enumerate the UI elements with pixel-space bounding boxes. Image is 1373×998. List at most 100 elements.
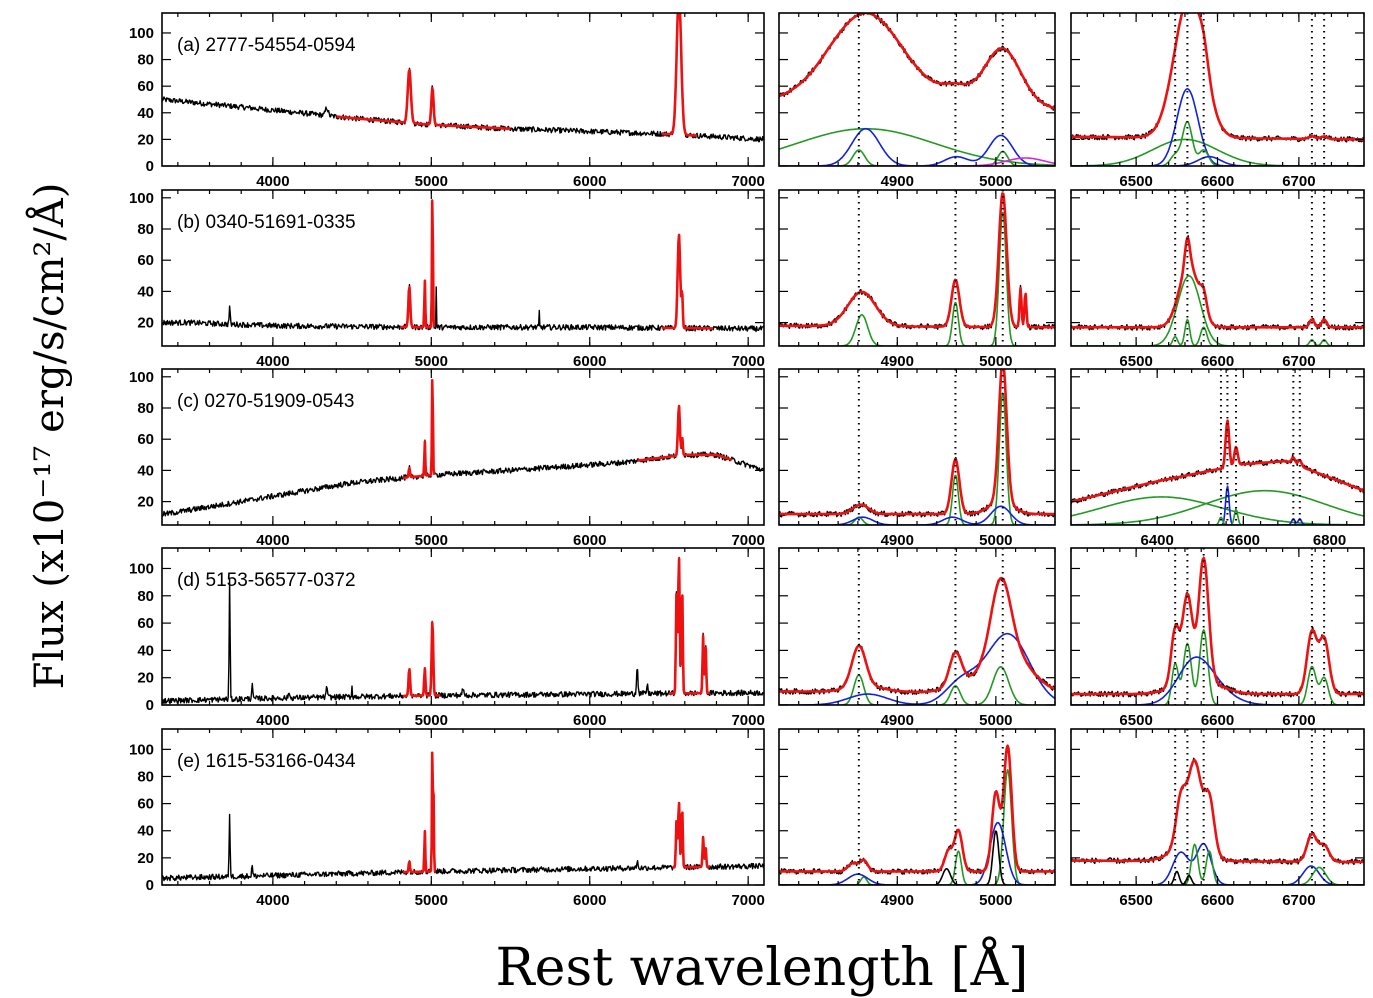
y-tick-label: 20 (137, 670, 154, 687)
y-tick-label: 40 (137, 105, 154, 122)
x-tick-label: 4000 (256, 532, 289, 549)
y-tick-label: 20 (137, 315, 154, 332)
observed-spectrum (1071, 422, 1364, 505)
y-tick-label: 80 (137, 221, 154, 238)
panel-10: 4000 5000 6000 7000 0 20 40 60 80 100 (d) 5153-565… (129, 547, 765, 729)
model-fit (402, 751, 437, 874)
x-tick-label: 6700 (1282, 892, 1315, 909)
component-curve (779, 211, 1055, 346)
y-tick-label: 60 (137, 615, 154, 632)
x-tick-label: 5000 (979, 173, 1012, 190)
x-tick-label: 6500 (1119, 173, 1152, 190)
component-curve (779, 505, 1055, 525)
panel-frame (778, 12, 1056, 167)
y-tick-label: 40 (137, 283, 154, 300)
y-tick-label: 100 (129, 25, 154, 42)
plot-area (779, 190, 1055, 346)
x-tick-label: 5000 (979, 712, 1012, 729)
x-tick-label: 6000 (573, 353, 606, 370)
y-tick-label: 100 (129, 369, 154, 386)
x-tick-label: 7000 (731, 892, 764, 909)
panel-label: (e) 1615-53166-0434 (177, 751, 356, 772)
y-tick-label: 20 (137, 494, 154, 511)
x-tick-label: 6000 (573, 532, 606, 549)
x-tick-label: 6600 (1201, 712, 1234, 729)
x-tick-label: 4000 (256, 892, 289, 909)
panel-8: 4900 5000 (778, 368, 1056, 549)
observed-spectrum (162, 199, 764, 333)
plot-area (1071, 548, 1364, 705)
plot-area (162, 13, 764, 143)
panel-frame (778, 728, 1056, 886)
model-fit (779, 744, 1055, 873)
x-tick-label: 5000 (415, 892, 448, 909)
component-curve (1071, 275, 1364, 346)
panel-label: (a) 2777-54554-0594 (177, 35, 356, 56)
x-tick-label: 4000 (256, 712, 289, 729)
plot-area (779, 548, 1055, 705)
y-tick-label: 100 (129, 741, 154, 758)
x-tick-label: 6600 (1201, 892, 1234, 909)
model-fit (1071, 556, 1364, 696)
panel-label: (c) 0270-51909-0543 (177, 391, 354, 412)
x-tick-label: 5000 (979, 532, 1012, 549)
x-tick-label: 4000 (256, 173, 289, 190)
x-tick-label: 6700 (1282, 712, 1315, 729)
x-tick-label: 6000 (573, 173, 606, 190)
x-tick-label: 4900 (881, 353, 914, 370)
observed-spectrum (162, 556, 764, 705)
y-tick-label: 80 (137, 52, 154, 69)
x-tick-label: 4900 (881, 173, 914, 190)
model-fit (1071, 13, 1364, 141)
x-tick-label: 5000 (415, 712, 448, 729)
x-tick-label: 6700 (1282, 353, 1315, 370)
model-fit (779, 192, 1055, 329)
observed-spectrum (779, 369, 1055, 518)
x-tick-label: 6600 (1201, 353, 1234, 370)
x-tick-label: 5000 (979, 353, 1012, 370)
component-curve (779, 127, 1055, 166)
x-tick-label: 6500 (1119, 892, 1152, 909)
panel-2: 4900 5000 (778, 12, 1056, 190)
model-fit (661, 233, 714, 330)
component-curve (779, 666, 1055, 705)
model-fit (779, 576, 1055, 694)
panel-9: 6400 6600 6800 (1070, 368, 1365, 549)
component-curve (779, 392, 1055, 525)
y-tick-label: 100 (129, 560, 154, 577)
plot-area (1071, 729, 1364, 885)
model-fit (1071, 236, 1364, 329)
panel-7: 4000 5000 6000 7000 20 40 60 80 100 (c) 0270-5190… (129, 368, 765, 549)
panel-3: 6500 6600 6700 (1070, 12, 1365, 190)
y-tick-label: 60 (137, 252, 154, 269)
y-tick-label: 60 (137, 796, 154, 813)
x-tick-label: 4000 (256, 353, 289, 370)
component-curve (779, 149, 1055, 166)
x-tick-label: 4900 (881, 892, 914, 909)
panel-4: 4000 5000 6000 7000 20 40 60 80 100 (b) 0340-5169… (129, 189, 765, 370)
panel-14: 4900 5000 (778, 728, 1056, 909)
model-fit (779, 13, 1055, 110)
x-tick-label: 6000 (573, 892, 606, 909)
x-tick-label: 6600 (1201, 173, 1234, 190)
plot-area (779, 369, 1055, 525)
model-fit (661, 13, 698, 137)
model-fit (636, 404, 733, 462)
y-tick-label: 40 (137, 642, 154, 659)
y-tick-label: 20 (137, 131, 154, 148)
model-fit (1071, 758, 1364, 864)
plot-area (162, 379, 764, 517)
panel-label: (b) 0340-51691-0335 (177, 212, 356, 233)
plot-area (162, 751, 764, 882)
observed-spectrum (1071, 556, 1364, 698)
x-tick-label: 6000 (573, 712, 606, 729)
component-curve (1071, 508, 1364, 525)
x-tick-label: 5000 (979, 892, 1012, 909)
plot-area (1071, 13, 1364, 166)
x-tick-label: 4900 (881, 712, 914, 729)
plot-area (162, 199, 764, 333)
observed-spectrum (1071, 235, 1364, 331)
x-tick-label: 7000 (731, 353, 764, 370)
y-tick-label: 0 (146, 877, 154, 894)
observed-spectrum (162, 752, 764, 882)
